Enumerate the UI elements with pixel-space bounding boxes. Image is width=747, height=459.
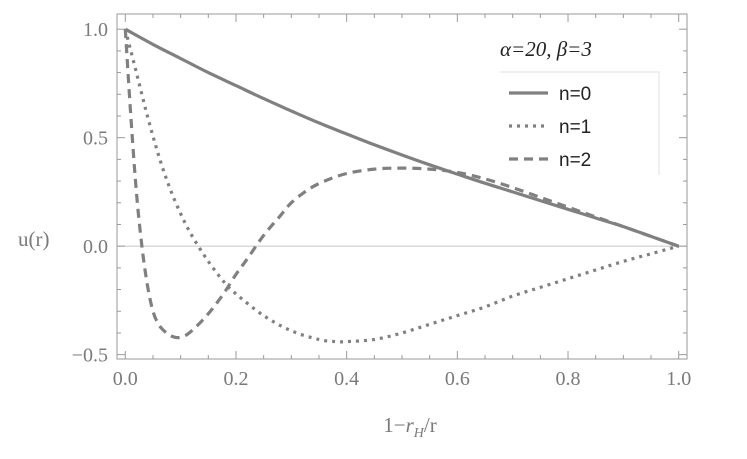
tick-labels: 0.0 0.2 0.4 0.6 0.8 1.0−0.50.00.51.0 xyxy=(72,19,691,390)
series-line-n=2 xyxy=(123,29,680,340)
legend: α=20, β=3 n=0 n=1 n=2 xyxy=(500,37,660,175)
series-layer xyxy=(123,27,680,344)
series-line-n=1 xyxy=(123,28,680,344)
y-tick-label: −0.5 xyxy=(72,345,108,367)
axis-ticks xyxy=(117,14,687,359)
y-tick-label: 0.5 xyxy=(83,128,108,150)
x-axis-label-var: r xyxy=(406,413,415,437)
x-tick-label: 0.6 xyxy=(445,368,470,390)
x-axis-label-pre: 1− xyxy=(383,413,405,437)
x-tick-label: 0.0 xyxy=(113,368,138,390)
legend-frame xyxy=(500,71,660,175)
legend-label-n=2: n=2 xyxy=(559,150,591,171)
x-axis-label-post: /r xyxy=(424,413,437,437)
y-axis-label: u(r) xyxy=(18,227,49,251)
x-axis-label: 1−rH/r xyxy=(383,413,436,441)
x-tick-label: 0.8 xyxy=(556,368,581,390)
x-tick-label: 0.2 xyxy=(223,368,248,390)
legend-label-n=1: n=1 xyxy=(559,117,591,138)
legend-label-n=0: n=0 xyxy=(559,84,591,105)
y-tick-label: 0.0 xyxy=(83,236,108,258)
series-line-n=0 xyxy=(124,27,680,248)
y-tick-label: 1.0 xyxy=(83,19,108,41)
plot-frame xyxy=(116,13,688,360)
x-tick-label: 0.4 xyxy=(334,368,359,390)
x-tick-label: 1.0 xyxy=(666,368,691,390)
x-axis-label-sub: H xyxy=(413,426,425,441)
legend-title: α=20, β=3 xyxy=(500,37,592,61)
